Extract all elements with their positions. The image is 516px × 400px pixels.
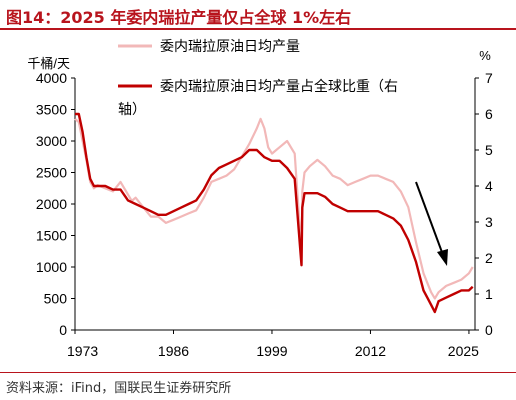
right-tick-label: 7 [485, 70, 493, 86]
legend-label-share-line2: 轴） [118, 101, 146, 117]
right-tick-label: 4 [485, 178, 493, 194]
left-tick-label: 4000 [36, 70, 67, 86]
right-unit-label: % [479, 48, 491, 63]
right-tick-label: 0 [485, 322, 493, 338]
left-tick-label: 1000 [36, 259, 67, 275]
left-tick-label: 500 [44, 291, 68, 307]
left-tick-label: 1500 [36, 228, 67, 244]
x-tick-label: 1999 [256, 343, 287, 359]
right-tick-label: 2 [485, 250, 493, 266]
legend-label-production: 委内瑞拉原油日均产量 [160, 38, 300, 54]
left-tick-label: 2000 [36, 196, 67, 212]
left-unit-label: 千桶/天 [27, 56, 70, 71]
series-line-production [74, 117, 474, 300]
title-rule [0, 28, 516, 30]
x-tick-label: 2025 [448, 343, 479, 359]
x-tick-label: 1973 [67, 343, 98, 359]
source-note: 资料来源：iFind，国联民生证券研究所 [6, 381, 232, 396]
series-line-share [75, 112, 474, 314]
figure-title-bar: 图14：2025 年委内瑞拉产量仅占全球 1%左右 [0, 0, 516, 30]
right-tick-label: 6 [485, 106, 493, 122]
x-tick-label: 2012 [355, 343, 386, 359]
source-rule [0, 372, 516, 373]
right-tick-label: 5 [485, 142, 493, 158]
x-tick-label: 1986 [158, 343, 189, 359]
annotation [415, 181, 448, 266]
chart: 千桶/天 % 050010001500200025003000350040000… [27, 38, 493, 359]
trend-arrow-head [437, 249, 448, 266]
legend-label-share-line1: 委内瑞拉原油日均产量占全球比重（右 [160, 78, 398, 94]
right-tick-label: 3 [485, 214, 493, 230]
series [74, 112, 474, 314]
tick-labels: 0 500 1000 1500 2000 2500 3000 3500 4000 0 1 2 3 4 5 6 7… [36, 70, 493, 359]
left-tick-label: 3500 [36, 102, 67, 118]
right-tick-label: 1 [485, 286, 493, 302]
left-tick-label: 0 [59, 322, 67, 338]
left-tick-label: 2500 [36, 165, 67, 181]
legend: 委内瑞拉原油日均产量 委内瑞拉原油日均产量占全球比重（右 轴） [118, 38, 398, 117]
figure-title: 图14：2025 年委内瑞拉产量仅占全球 1%左右 [6, 8, 352, 27]
trend-arrow-shaft [415, 181, 444, 256]
left-tick-label: 3000 [36, 133, 67, 149]
